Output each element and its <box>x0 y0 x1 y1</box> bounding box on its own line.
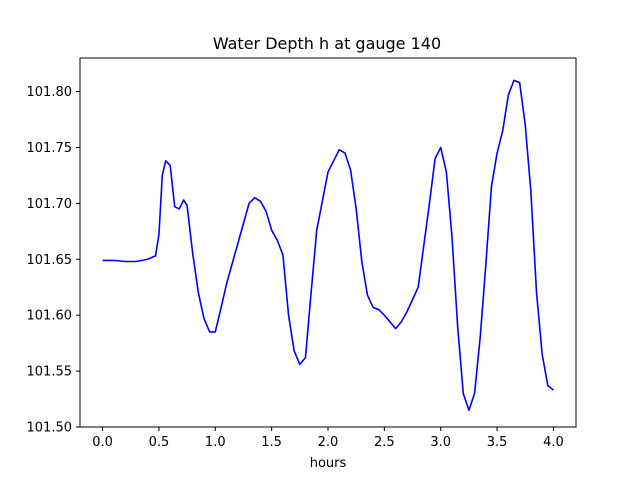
x-tick-label: 3.5 <box>487 435 508 450</box>
y-tick-label: 101.75 <box>27 141 73 156</box>
y-tick-label: 101.65 <box>27 253 73 268</box>
x-tick-label: 3.0 <box>430 435 451 450</box>
y-tick-label: 101.60 <box>27 309 73 324</box>
x-tick-label: 4.0 <box>543 435 564 450</box>
x-axis-label: hours <box>310 456 347 471</box>
y-axis: 101.50 101.55 101.60 101.65 101.70 101.75 101.… <box>27 85 80 436</box>
x-tick-label: 1.5 <box>261 435 282 450</box>
y-tick-label: 101.50 <box>27 421 73 436</box>
x-tick-label: 1.0 <box>205 435 226 450</box>
plot-area <box>102 79 554 412</box>
x-axis: 0.0 0.5 1.0 1.5 2.0 2.5 3.0 3.5 4.0 <box>92 427 564 450</box>
chart-title: Water Depth h at gauge 140 <box>213 34 441 53</box>
x-tick-label: 0.5 <box>149 435 170 450</box>
y-tick-label: 101.70 <box>27 197 73 212</box>
x-tick-label: 2.0 <box>318 435 339 450</box>
y-tick-label: 101.55 <box>27 365 73 380</box>
y-tick-label: 101.80 <box>27 85 73 100</box>
x-tick-label: 0.0 <box>92 435 113 450</box>
plot-frame <box>79 57 577 428</box>
series-line <box>102 79 554 412</box>
x-tick-label: 2.5 <box>374 435 395 450</box>
